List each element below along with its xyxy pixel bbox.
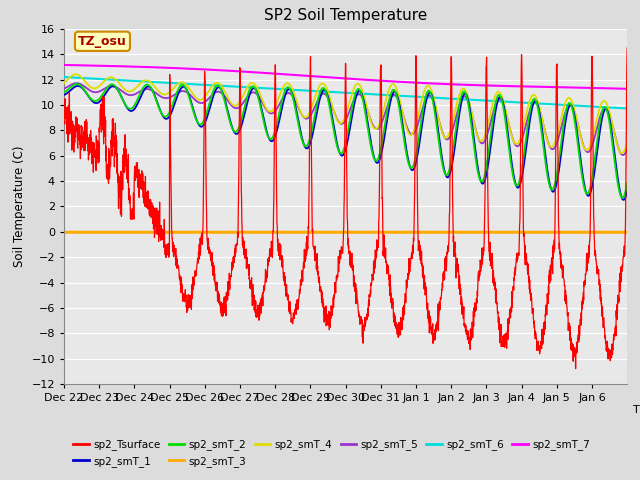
Legend: sp2_Tsurface, sp2_smT_1, sp2_smT_2, sp2_smT_3, sp2_smT_4, sp2_smT_5, sp2_smT_6, : sp2_Tsurface, sp2_smT_1, sp2_smT_2, sp2_… (69, 435, 594, 471)
Text: TZ_osu: TZ_osu (78, 35, 127, 48)
Text: Time: Time (633, 405, 640, 415)
Y-axis label: Soil Temperature (C): Soil Temperature (C) (13, 145, 26, 267)
Title: SP2 Soil Temperature: SP2 Soil Temperature (264, 9, 428, 24)
